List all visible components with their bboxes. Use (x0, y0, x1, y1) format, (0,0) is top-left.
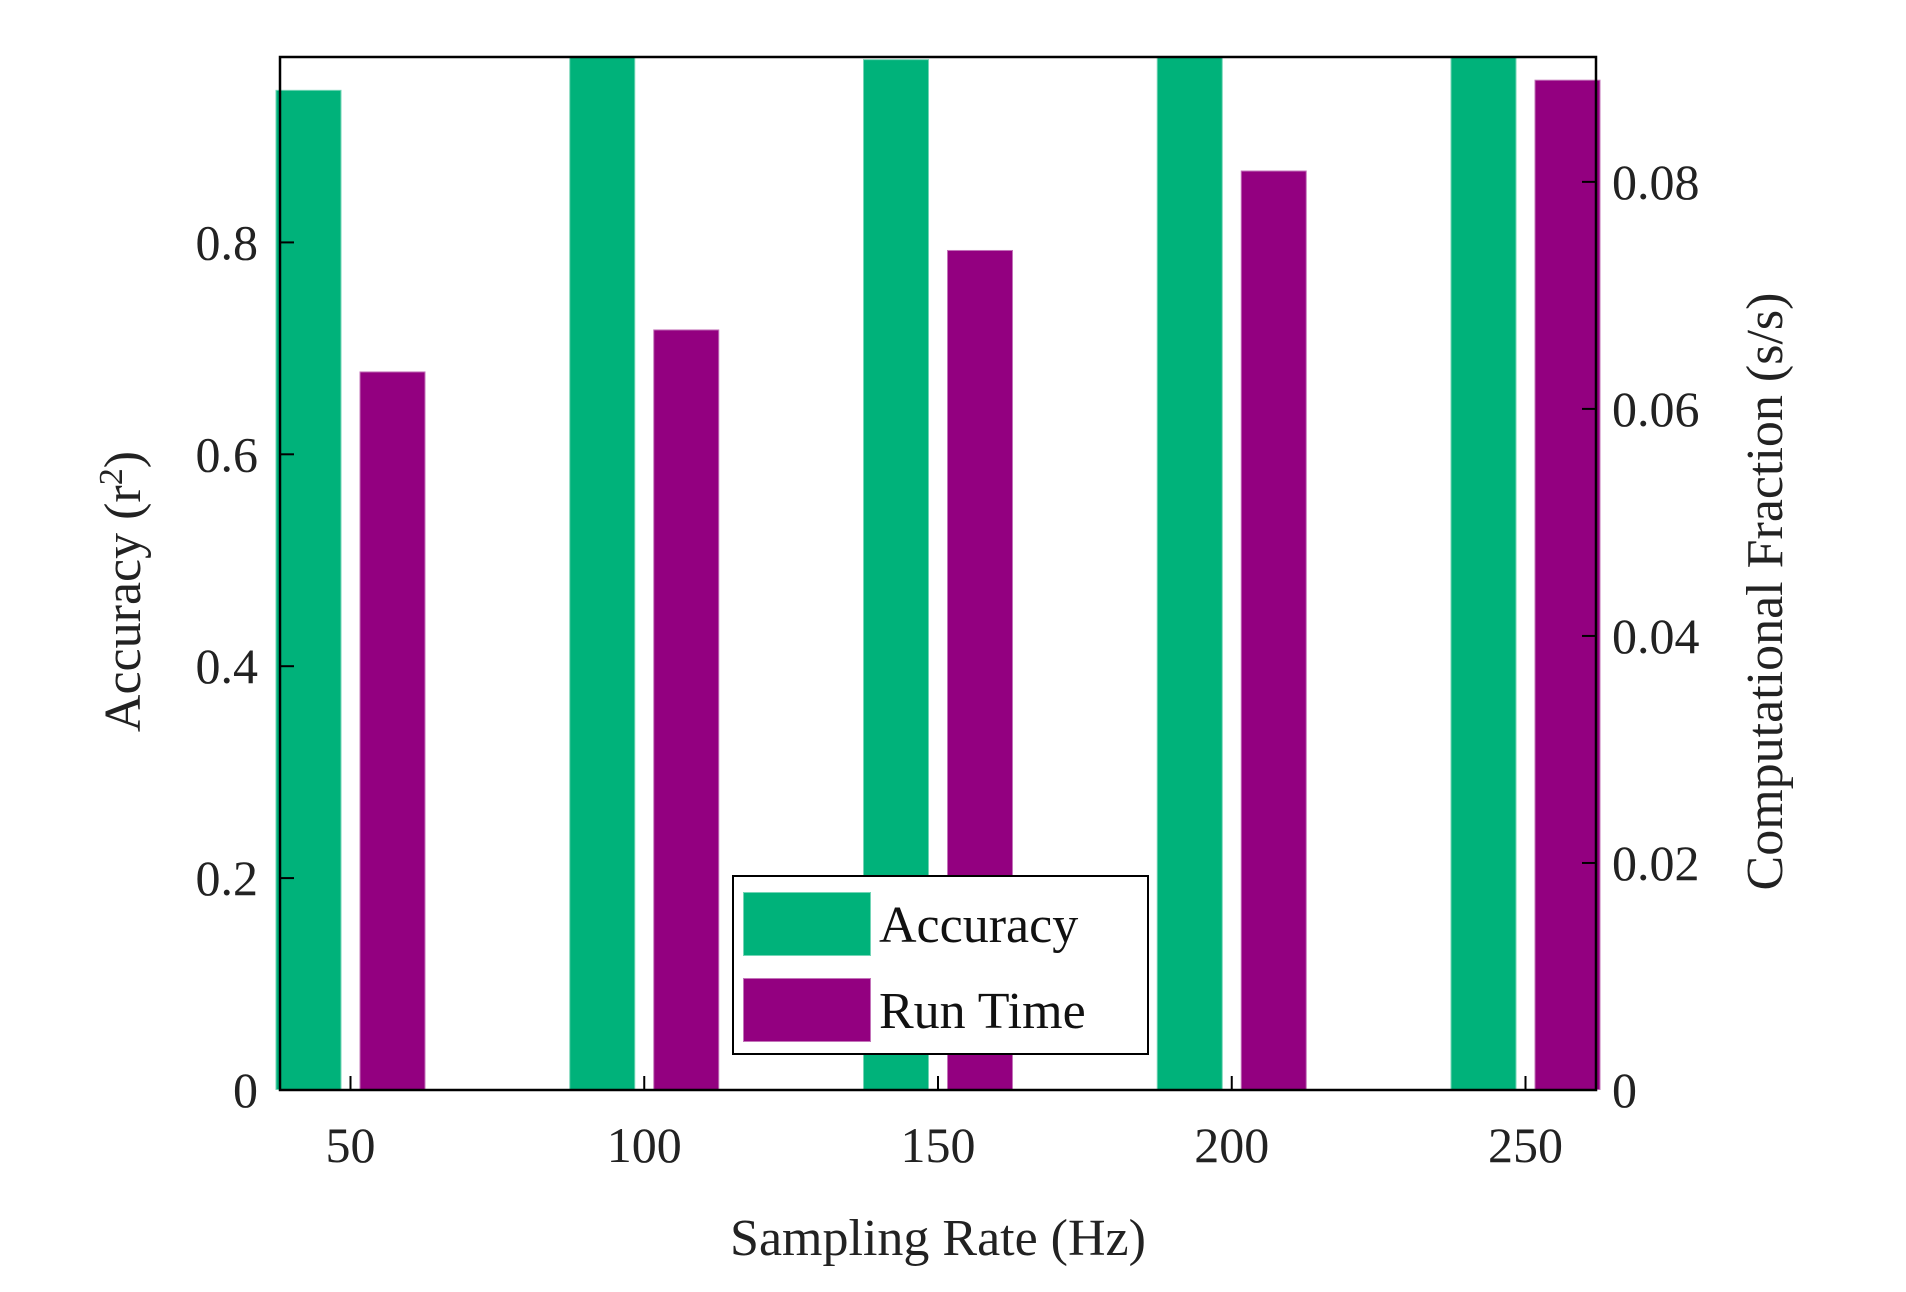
y-right-tick-label-0.06: 0.06 (1612, 381, 1700, 437)
bar-accuracy-100 (568, 56, 637, 1091)
x-tick-label-150: 150 (901, 1117, 976, 1173)
y-right-tick-label-0.04: 0.04 (1612, 608, 1700, 664)
y-left-title-main: Accuracy (r (95, 485, 152, 732)
legend-label-run-time: Run Time (879, 983, 1086, 1040)
y-left-title-sup: 2 (93, 468, 130, 485)
x-axis-title: Sampling Rate (Hz) (730, 1210, 1146, 1267)
y-left-tick-label-0.8: 0.8 (196, 214, 259, 270)
x-tick-label-200: 200 (1194, 1117, 1269, 1173)
bar-run-time-100 (652, 328, 721, 1091)
y-left-title-close: ) (95, 451, 152, 468)
labels-layer: 50 100 150 200 250 0 0.2 0.4 0.6 0.8 0 0.02 0.04 0.06… (196, 154, 1700, 1173)
y-right-tick-label-0: 0 (1612, 1062, 1637, 1118)
legend-label-accuracy: Accuracy (879, 897, 1078, 954)
bar-accuracy-200 (1155, 56, 1224, 1091)
legend-swatch-accuracy (742, 891, 872, 957)
y-left-tick-label-0.6: 0.6 (196, 426, 259, 482)
y-right-axis-title: Computational Fraction (s/s) (1737, 293, 1794, 891)
bar-run-time-50 (358, 370, 427, 1091)
legend: Accuracy Run Time (732, 875, 1149, 1055)
bar-run-time-250 (1533, 78, 1602, 1091)
ticks-layer (280, 180, 1596, 1091)
bar-accuracy-250 (1449, 56, 1518, 1091)
legend-swatch-run-time (742, 977, 872, 1043)
bar-run-time-200 (1239, 169, 1308, 1091)
y-left-tick-label-0.4: 0.4 (196, 638, 259, 694)
x-tick-label-250: 250 (1488, 1117, 1563, 1173)
bars-layer (274, 56, 1602, 1091)
y-right-tick-label-0.08: 0.08 (1612, 154, 1700, 210)
x-tick-label-50: 50 (326, 1117, 376, 1173)
y-left-tick-label-0.2: 0.2 (196, 850, 259, 906)
y-left-tick-label-0: 0 (233, 1062, 258, 1118)
x-tick-label-100: 100 (607, 1117, 682, 1173)
y-right-tick-label-0.02: 0.02 (1612, 835, 1700, 891)
bar-accuracy-50 (274, 88, 343, 1091)
y-left-axis-title: Accuracy (r2) (93, 451, 153, 732)
